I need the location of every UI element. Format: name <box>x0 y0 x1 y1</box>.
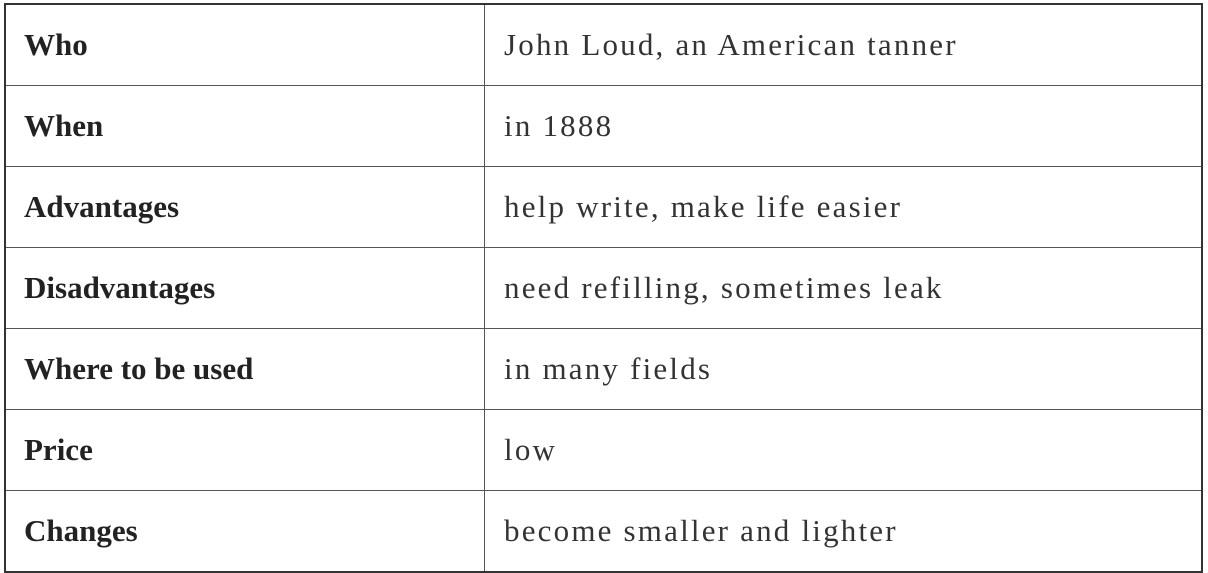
table-row: Advantages help write, make life easier <box>4 166 1203 248</box>
table-row: Price low <box>4 409 1203 491</box>
row-value: help write, make life easier <box>484 166 1203 248</box>
table-row: Who John Loud, an American tanner <box>4 3 1203 86</box>
row-label: Price <box>4 409 485 491</box>
row-label: Changes <box>4 490 485 573</box>
row-value: in 1888 <box>484 85 1203 167</box>
row-value: low <box>484 409 1203 491</box>
row-label: When <box>4 85 485 167</box>
row-label: Where to be used <box>4 328 485 410</box>
row-label: Advantages <box>4 166 485 248</box>
table-row: Where to be used in many fields <box>4 328 1203 410</box>
row-value: John Loud, an American tanner <box>484 3 1203 86</box>
info-table: Who John Loud, an American tanner When in 1… <box>4 3 1203 573</box>
table-row: Changes become smaller and lighter <box>4 490 1203 573</box>
table-row: Disadvantages need refilling, sometimes l… <box>4 247 1203 329</box>
table-row: When in 1888 <box>4 85 1203 167</box>
row-value: need refilling, sometimes leak <box>484 247 1203 329</box>
row-label: Disadvantages <box>4 247 485 329</box>
row-value: become smaller and lighter <box>484 490 1203 573</box>
row-label: Who <box>4 3 485 86</box>
row-value: in many fields <box>484 328 1203 410</box>
